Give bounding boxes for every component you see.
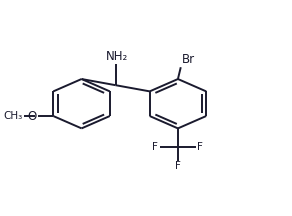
Text: CH₃: CH₃ [4,111,23,121]
Text: F: F [197,142,203,152]
Text: F: F [175,161,181,172]
Text: O: O [27,110,36,122]
Text: NH₂: NH₂ [106,50,128,63]
Text: Br: Br [182,53,195,66]
Text: F: F [152,142,158,152]
